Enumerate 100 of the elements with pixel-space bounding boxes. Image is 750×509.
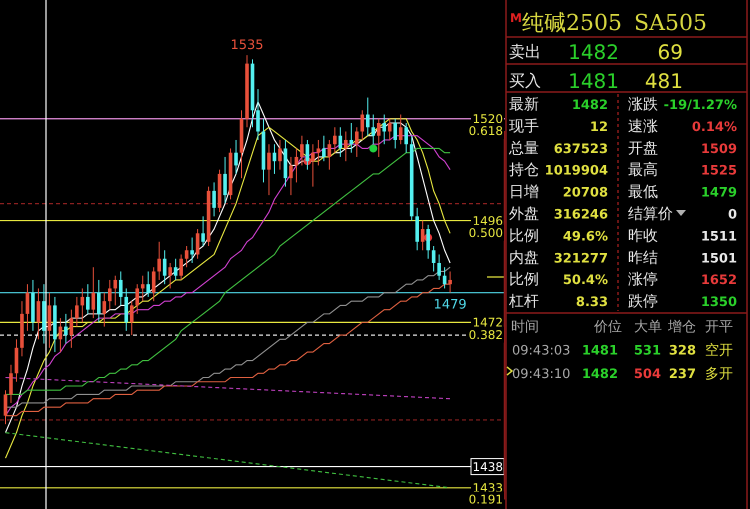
candlestick [102,292,106,328]
text: 328 [668,344,696,358]
text: 1481 [568,69,619,93]
text: 空开 [705,342,733,358]
y-tick-label: 1496 [472,214,503,228]
text: 昨结 [628,248,658,266]
candlestick [97,279,101,323]
candlestick [404,122,408,154]
text: SA505 [634,11,707,36]
y-tick-label: 1472 [472,316,503,330]
y2-tick-label: 0.500 [468,226,503,240]
annotation: 1535 [230,38,264,54]
text: 最低 [628,182,658,201]
candlestick [58,318,62,353]
candlestick [398,114,403,145]
candlestick [135,284,140,314]
text: 速涨 [628,116,658,135]
candlestick [108,279,112,310]
text: 09:43:10 [512,367,570,382]
annotation: 1479 [434,298,467,313]
text: 时间 [511,319,539,335]
text: 1525 [700,164,737,179]
text: 内盘 [509,248,539,266]
text: 总量 [508,138,539,157]
candlestick [152,266,156,302]
candlestick [278,139,282,170]
candlestick [272,144,276,174]
text: 237 [668,367,696,382]
candlestick [350,122,354,154]
text: 1482 [572,98,608,113]
candlestick [437,254,441,280]
text: 最新 [509,95,539,113]
text: 69 [658,40,683,64]
text: 481 [644,69,683,93]
candlestick [234,139,238,174]
text: 外盘 [509,204,539,222]
candlestick [36,288,40,340]
candlestick [184,246,188,268]
text: 涨跌 [628,95,658,113]
candlestick [212,182,216,217]
candlestick [338,126,342,158]
candlestick [179,254,183,280]
candlestick [328,139,332,170]
text: 比例 [509,270,539,288]
text: 1501 [700,251,737,266]
text: 现手 [509,116,539,135]
text: 价位 [593,319,622,335]
text: 杠杆 [508,292,539,310]
candlestick [420,220,424,251]
text: 531 [634,344,661,358]
text: 0 [728,208,737,222]
candlestick [426,224,430,260]
text: 多开 [705,366,733,382]
candlestick [146,270,150,298]
candlestick [9,364,13,404]
candlestick [316,139,320,166]
text: 20708 [562,186,608,201]
candlestick [70,309,74,348]
candlestick [26,284,30,332]
text: 1482 [568,40,619,64]
text: 1019904 [544,164,608,179]
y2-tick-label: 0.382 [468,328,503,342]
text: 跌停 [628,292,658,310]
text: M [510,11,522,25]
text: 1479 [700,186,737,201]
text: 最高 [628,160,658,179]
text: 比例 [509,226,539,244]
text: 321277 [554,251,608,266]
y2-tick-label: 0.618 [468,124,503,138]
candlestick [86,284,90,314]
candlestick [393,118,398,149]
candlestick [223,156,227,204]
text: 50.4% [562,273,608,288]
candlestick [64,313,68,344]
candlestick [354,126,359,158]
candlestick [256,88,260,140]
text: -19/1.27% [664,98,737,113]
candlestick [371,114,376,145]
text: 49.6% [562,229,608,244]
candlestick [311,144,315,188]
candlestick [75,296,79,328]
candlestick [448,270,452,294]
candlestick [300,135,304,166]
candlestick [140,275,145,302]
text: 0.14% [692,120,737,135]
candlestick [366,97,370,136]
candlestick [162,250,166,285]
text: 1652 [700,273,737,288]
text: 昨收 [628,226,658,244]
candlestick [190,237,194,264]
candlestick [113,275,118,306]
text: 1511 [700,229,737,244]
text: 增仓 [667,319,696,335]
candlestick [360,110,364,140]
candlestick [344,130,348,162]
text: 1482 [582,367,618,382]
candlestick [382,114,386,145]
text: 1509 [700,142,737,157]
text: 买入 [509,71,541,90]
candlestick [4,390,8,425]
